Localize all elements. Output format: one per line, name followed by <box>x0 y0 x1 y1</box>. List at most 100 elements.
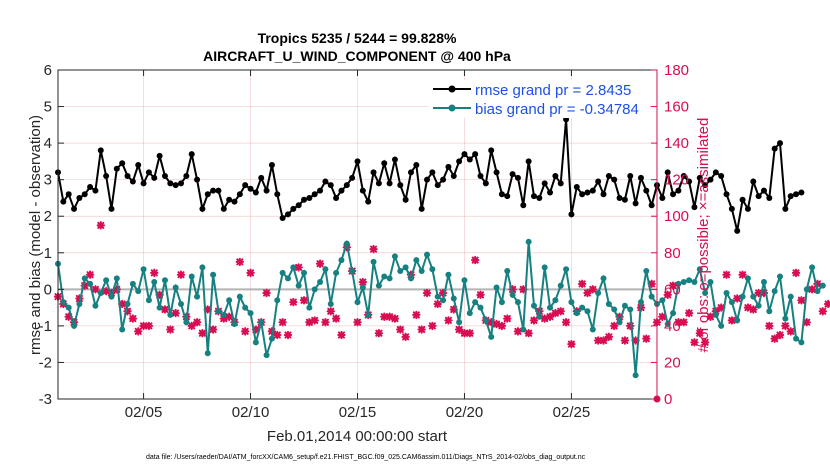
rmse-point <box>659 194 666 201</box>
obs-point <box>305 318 314 327</box>
obs-star-mark <box>513 327 523 336</box>
rmse-point <box>670 191 677 198</box>
obs-point <box>262 288 271 298</box>
bias-point <box>301 269 308 276</box>
bias-point <box>456 319 463 326</box>
bias-point <box>322 266 329 273</box>
obs-star-mark <box>647 279 656 289</box>
bias-point <box>686 277 693 284</box>
obs-point <box>171 308 180 318</box>
y-left-tick-label: 4 <box>44 135 52 152</box>
bias-point <box>327 300 334 307</box>
obs-point <box>593 336 603 345</box>
rmse-point <box>391 156 398 163</box>
bias-point <box>616 319 623 326</box>
rmse-point <box>637 174 644 181</box>
y-right-tick-label: 160 <box>664 99 689 116</box>
obs-point <box>422 288 432 298</box>
obs-star-mark <box>117 299 127 309</box>
bias-point <box>530 302 537 309</box>
obs-star-mark <box>235 257 245 267</box>
rmse-point <box>547 189 554 196</box>
obs-star-mark <box>620 336 630 345</box>
bias-point <box>771 288 778 295</box>
obs-point <box>224 312 234 321</box>
obs-point <box>235 257 245 267</box>
rmse-point <box>349 174 356 181</box>
obs-point <box>246 268 255 278</box>
obs-point <box>385 312 394 321</box>
rmse-point <box>311 191 318 198</box>
obs-star-mark <box>219 314 228 323</box>
rmse-point <box>145 169 152 176</box>
bias-point <box>670 310 677 317</box>
obs-point <box>433 299 442 309</box>
rmse-point <box>381 160 388 167</box>
bias-point <box>627 306 634 313</box>
y-right-tick-label: 20 <box>664 354 681 371</box>
obs-point <box>417 325 426 334</box>
bias-point <box>76 300 83 307</box>
obs-point <box>444 316 453 325</box>
rmse-point <box>541 180 548 187</box>
rmse-point <box>691 204 698 211</box>
obs-point <box>251 325 261 334</box>
obs-star-mark <box>540 314 549 323</box>
obs-star-mark <box>818 307 827 316</box>
obs-point <box>807 285 817 294</box>
bias-point <box>675 280 682 287</box>
rmse-point <box>183 173 190 180</box>
obs-point <box>380 312 389 321</box>
obs-point <box>722 270 731 279</box>
bias-point <box>750 293 757 300</box>
bias-point <box>766 308 773 315</box>
bias-point <box>129 280 136 287</box>
obs-star-mark <box>599 336 608 345</box>
obs-star-mark <box>128 314 138 323</box>
obs-point <box>631 336 640 345</box>
obs-star-mark <box>438 288 448 298</box>
obs-star-mark <box>187 321 196 331</box>
obs-point <box>663 290 672 300</box>
rmse-point <box>525 158 532 165</box>
bias-point <box>557 282 564 289</box>
y-right-tick-label: 100 <box>664 208 689 225</box>
rmse-point <box>188 151 195 158</box>
rmse-point <box>787 193 794 200</box>
obs-star-mark <box>160 305 170 314</box>
obs-point <box>337 330 346 340</box>
obs-point <box>374 329 384 338</box>
rmse-point <box>611 176 618 183</box>
bias-point <box>172 284 179 291</box>
obs-point <box>781 321 790 331</box>
rmse-line <box>57 119 802 232</box>
obs-star-mark <box>588 285 598 294</box>
obs-point <box>353 318 362 327</box>
footer-data-file: data file: /Users/raeder/DAI/ATM_forcXX/… <box>146 454 586 461</box>
obs-star-mark <box>283 330 293 340</box>
bias-point <box>739 293 746 300</box>
obs-star-mark <box>658 312 667 321</box>
rmse-point <box>156 152 163 159</box>
grid-lines <box>58 69 657 400</box>
rmse-point <box>124 173 131 180</box>
rmse-point <box>627 173 634 180</box>
bias-point <box>643 268 650 275</box>
bias-point <box>579 304 586 311</box>
bias-point <box>338 257 345 264</box>
obs-star-mark <box>492 319 501 329</box>
obs-star-mark <box>476 290 485 300</box>
obs-point <box>524 329 533 338</box>
bias-point <box>536 313 543 320</box>
obs-point <box>134 327 143 336</box>
obs-star-mark <box>487 318 496 327</box>
bias-point <box>135 288 142 295</box>
rmse-point <box>317 187 324 194</box>
rmse-point <box>530 193 537 200</box>
bias-point <box>450 295 457 302</box>
bias-point <box>424 251 431 258</box>
bias-point <box>71 322 78 329</box>
legend: rmse grand pr = 2.8435 bias grand pr = -… <box>429 80 649 118</box>
rmse-point <box>279 215 286 222</box>
bias-point <box>317 279 324 286</box>
